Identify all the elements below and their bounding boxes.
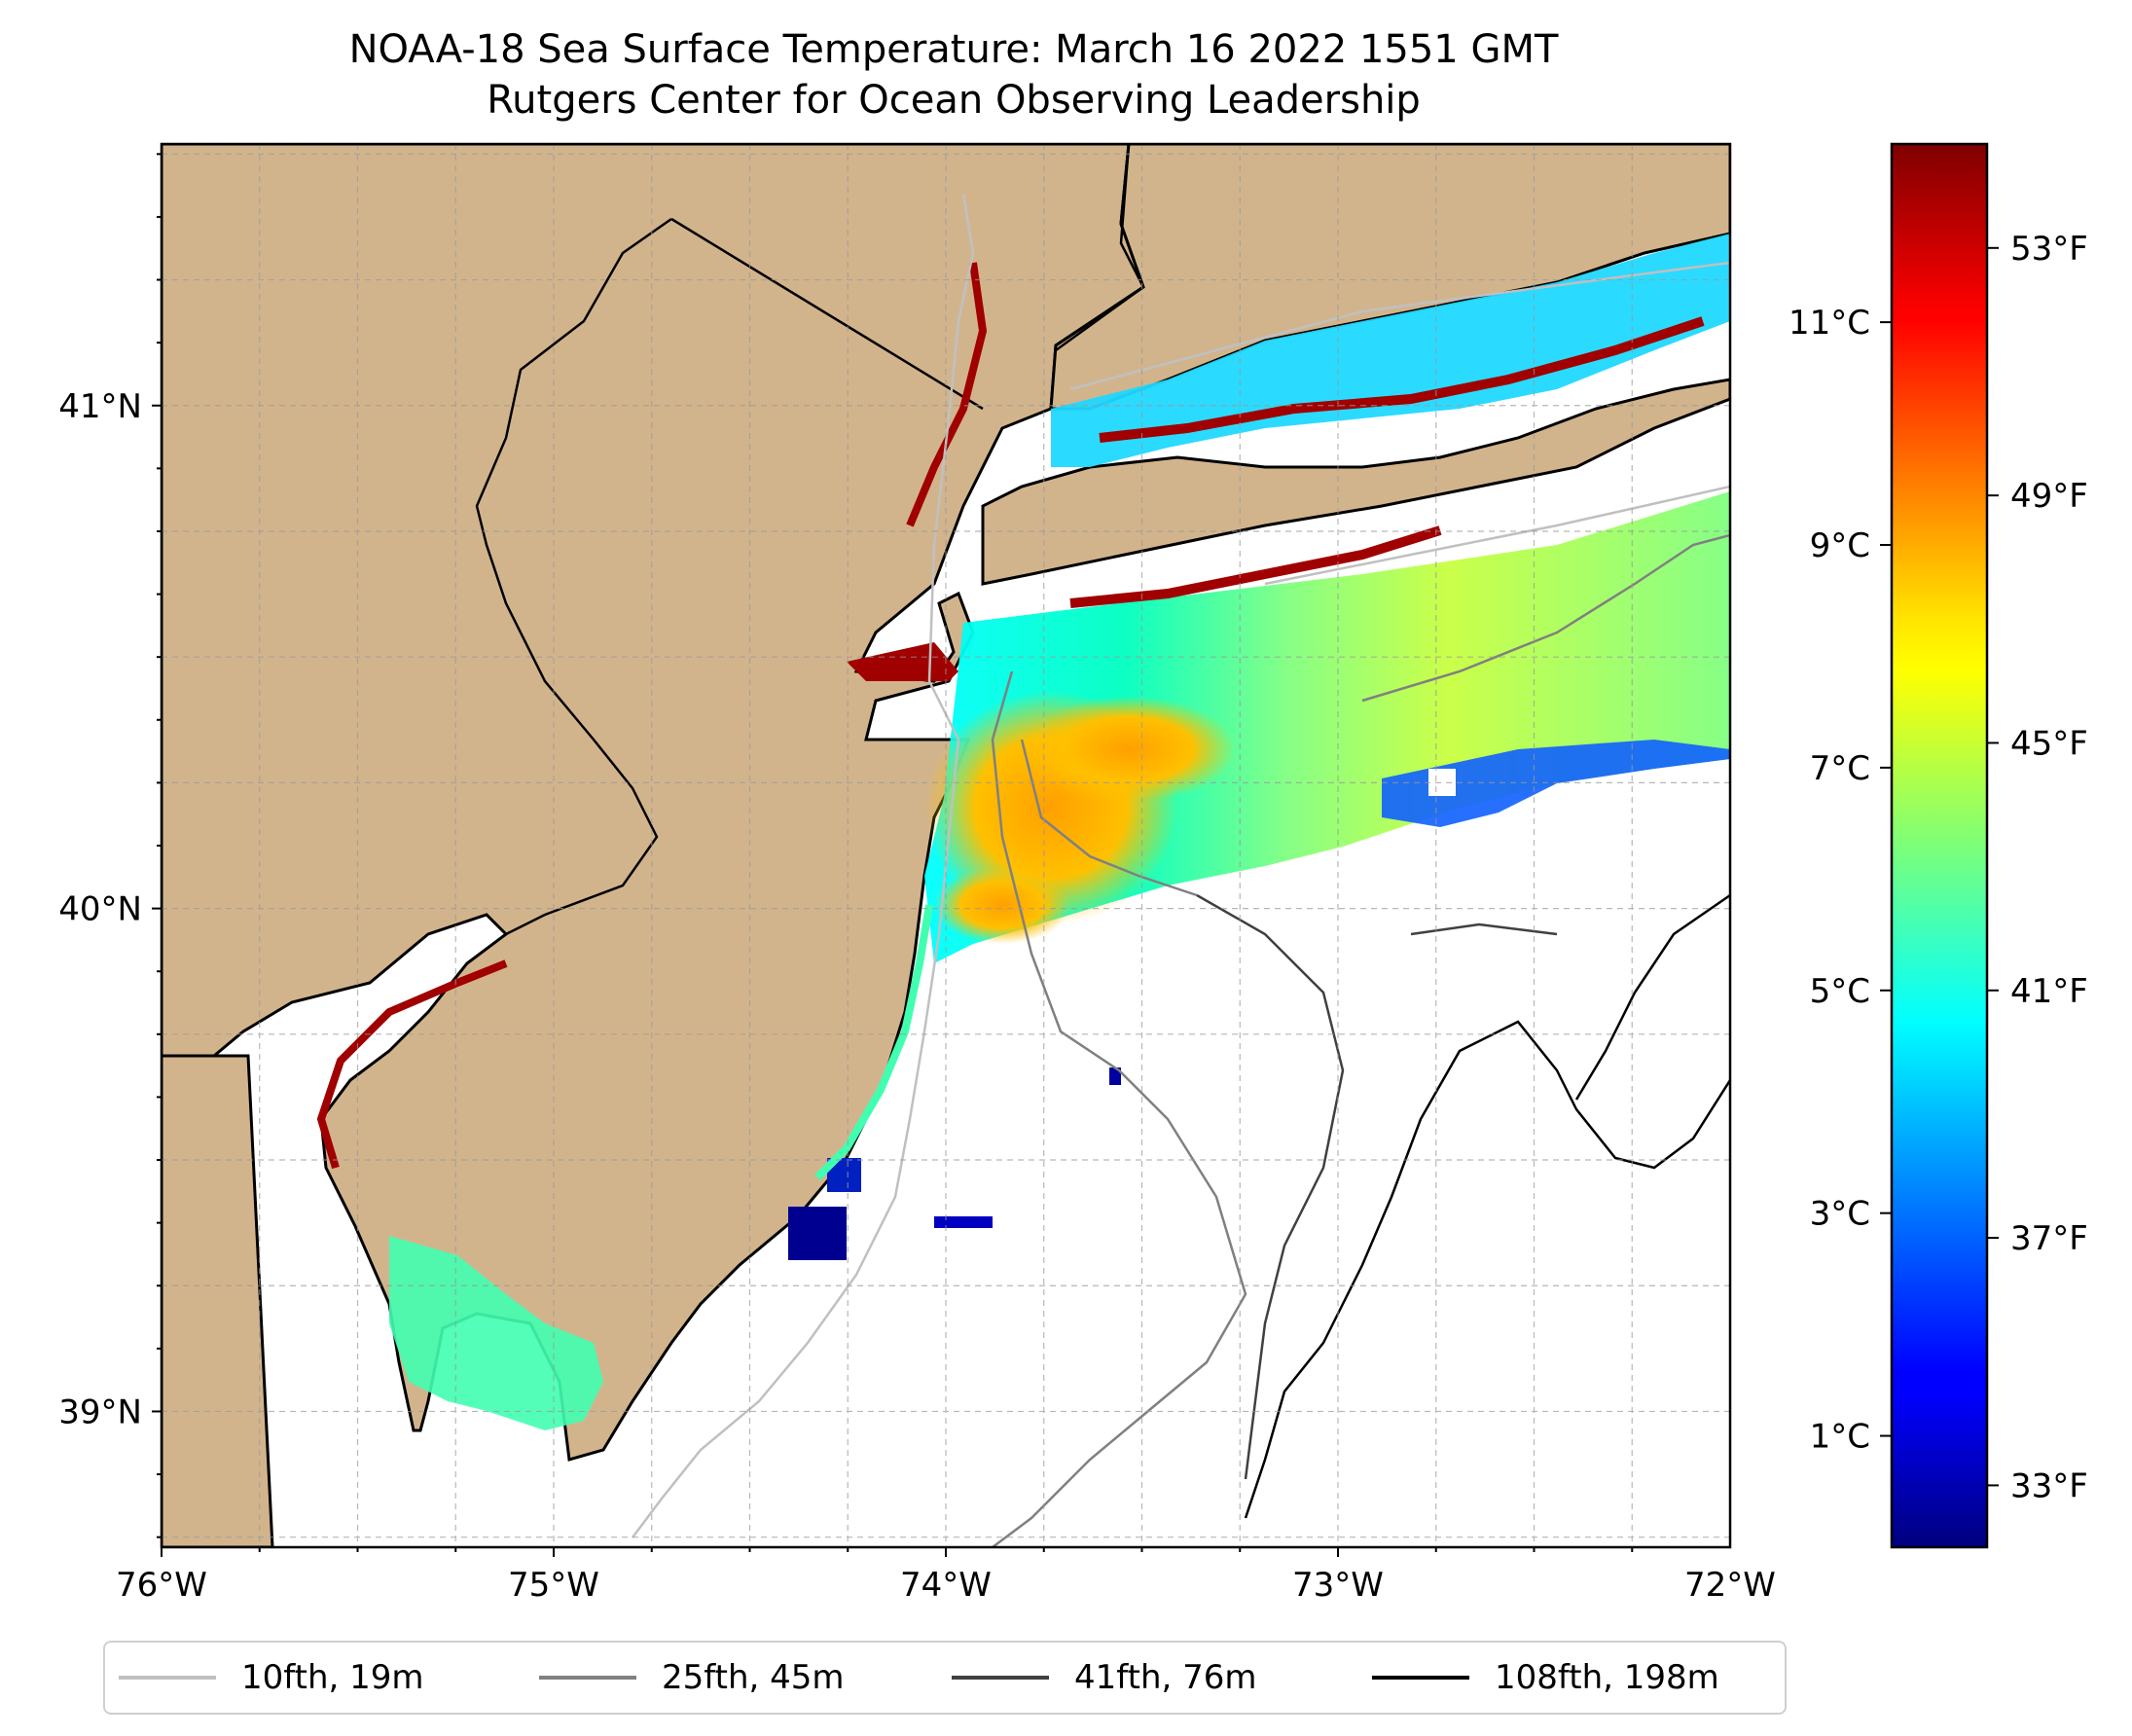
contour-198m-b <box>1574 893 1730 1101</box>
fahrenheit-tick-label: 53°F <box>2010 230 2088 269</box>
sst-warm-fringe-li <box>1069 525 1442 608</box>
contour-198m <box>1244 1020 1730 1519</box>
map-panel <box>162 144 1730 1547</box>
sst-warm-plume-2 <box>1022 696 1236 803</box>
sst-nj-coast-strip <box>814 904 933 1180</box>
latitude-axis: 39°N 40°N 41°N <box>58 153 162 1538</box>
contour-76m-b <box>1410 922 1558 936</box>
legend-item-45m: 25fth, 45m <box>539 1643 845 1713</box>
contour-legend: 10fth, 19m 25fth, 45m 41fth, 76m 108fth,… <box>103 1641 1787 1715</box>
state-boundary-nj-pa <box>475 217 672 936</box>
legend-label-19m: 10fth, 19m <box>241 1658 424 1697</box>
contour-19m-ct <box>1069 261 1730 391</box>
contour-45m-li <box>1361 533 1730 703</box>
celsius-tick-label: 3°C <box>1810 1195 1870 1234</box>
celsius-tick-label: 9°C <box>1810 526 1870 565</box>
fahrenheit-tick-label: 41°F <box>2010 972 2088 1011</box>
gridlines <box>162 144 1730 1547</box>
sst-cold-patch-1 <box>788 1207 847 1260</box>
legend-item-76m: 41fth, 76m <box>952 1643 1257 1713</box>
sst-warm-plume-3 <box>934 866 1070 944</box>
celsius-tick-label: 5°C <box>1810 972 1870 1011</box>
sst-delaware-bay <box>389 1236 603 1430</box>
long-island-land <box>981 378 1730 586</box>
fahrenheit-tick-label: 49°F <box>2010 477 2088 516</box>
legend-swatch-45m <box>539 1676 636 1680</box>
colorbar: 1°C 3°C 5°C 7°C 9°C 11°C 33°F 37°F 41°F 45°F 49°F… <box>1789 142 2088 1549</box>
fahrenheit-tick-label: 37°F <box>2010 1219 2088 1258</box>
lat-tick-label: 39°N <box>58 1392 142 1431</box>
sst-delaware-river <box>316 959 508 1170</box>
map-title: NOAA-18 Sea Surface Temperature: March 1… <box>348 27 1559 72</box>
contour-19m-li <box>1264 485 1730 586</box>
legend-swatch-76m <box>952 1676 1049 1680</box>
legend-item-19m: 10fth, 19m <box>119 1643 424 1713</box>
sst-cold-band <box>1382 740 1730 827</box>
lon-tick-label: 74°W <box>900 1566 992 1605</box>
colorbar-celsius-ticks: 1°C 3°C 5°C 7°C 9°C 11°C <box>1789 304 1892 1457</box>
colorbar-fahrenheit-ticks: 33°F 37°F 41°F 45°F 49°F 53°F <box>1987 230 2088 1505</box>
legend-swatch-198m <box>1372 1676 1469 1680</box>
legend-item-198m: 108fth, 198m <box>1372 1643 1719 1713</box>
sst-hudson <box>906 262 988 527</box>
map-subtitle: Rutgers Center for Ocean Observing Leade… <box>487 78 1421 123</box>
lon-tick-label: 72°W <box>1684 1566 1776 1605</box>
delaware-land <box>162 1054 274 1547</box>
colorbar-gradient <box>1890 142 1989 1549</box>
fahrenheit-tick-label: 45°F <box>2010 724 2088 763</box>
bathymetry-contours <box>632 194 1730 1547</box>
legend-swatch-19m <box>119 1676 216 1680</box>
legend-label-198m: 108fth, 198m <box>1495 1658 1719 1697</box>
sst-li-sound <box>1051 234 1730 467</box>
lon-tick-label: 75°W <box>508 1566 599 1605</box>
contour-hudson-canyon <box>1020 739 1198 897</box>
lon-tick-label: 76°W <box>116 1566 207 1605</box>
celsius-tick-label: 7°C <box>1810 749 1870 788</box>
contour-76m <box>1196 893 1345 1480</box>
contour-45m <box>991 670 1247 1547</box>
lon-tick-label: 73°W <box>1292 1566 1384 1605</box>
legend-label-76m: 41fth, 76m <box>1074 1658 1257 1697</box>
sst-cold-patch-4 <box>1109 1067 1121 1085</box>
state-boundary-ny-ct <box>1055 144 1145 352</box>
sst-field <box>316 234 1730 1430</box>
lat-tick-label: 40°N <box>58 890 142 929</box>
state-boundary-nj-ny <box>670 217 984 411</box>
fahrenheit-tick-label: 33°F <box>2010 1466 2088 1505</box>
sst-cold-patch-3 <box>934 1216 993 1228</box>
legend-label-45m: 25fth, 45m <box>662 1658 845 1697</box>
celsius-tick-label: 1°C <box>1810 1418 1870 1457</box>
lat-tick-label: 41°N <box>58 387 142 426</box>
longitude-axis: 76°W 75°W 74°W 73°W 72°W <box>116 1547 1776 1605</box>
sst-warm-fringe-ct <box>1099 316 1705 443</box>
celsius-tick-label: 11°C <box>1789 304 1870 343</box>
